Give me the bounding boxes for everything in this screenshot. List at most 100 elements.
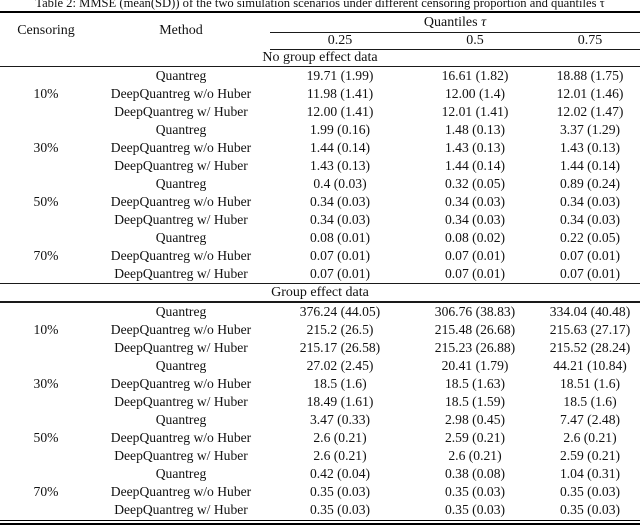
cell-value: 215.23 (26.88) bbox=[434, 340, 516, 355]
table-row: 50% DeepQuantreg w/o Huber 2.6 (0.21) 2.59 … bbox=[0, 429, 640, 447]
header-censoring: Censoring bbox=[0, 11, 92, 50]
table-row: Quantreg 27.02 (2.45) 20.41 (1.79) 44.21 (1… bbox=[0, 357, 640, 375]
cell-value: 20.41 (1.79) bbox=[441, 358, 509, 373]
cell-value: 0.07 (0.01) bbox=[444, 248, 506, 263]
cell-value: 215.63 (27.17) bbox=[549, 322, 631, 337]
cell-censoring: 70% bbox=[33, 484, 59, 499]
cell-value: 215.17 (26.58) bbox=[299, 340, 381, 355]
cell-value: 12.02 (1.47) bbox=[556, 104, 624, 119]
cell-value: 1.43 (0.13) bbox=[309, 158, 371, 173]
cell-method: DeepQuantreg w/ Huber bbox=[114, 502, 248, 517]
cell-value: 0.34 (0.03) bbox=[444, 212, 506, 227]
cell-value: 12.00 (1.4) bbox=[444, 86, 506, 101]
cell-censoring bbox=[0, 175, 92, 193]
cell-censoring: 70% bbox=[33, 248, 59, 263]
table-row: Quantreg 0.4 (0.03) 0.32 (0.05) 0.89 (0.24) bbox=[0, 175, 640, 193]
cell-value: 0.35 (0.03) bbox=[559, 484, 621, 499]
cell-censoring: 10% bbox=[33, 86, 59, 101]
table-row: 70% DeepQuantreg w/o Huber 0.07 (0.01) 0.07… bbox=[0, 247, 640, 265]
tau-symbol: τ bbox=[481, 14, 487, 30]
section-header-row: No group effect data bbox=[0, 49, 640, 67]
cell-censoring bbox=[0, 393, 92, 411]
cell-value: 16.61 (1.82) bbox=[441, 68, 509, 83]
table-header: Censoring Method Quantiles τ 0.25 0.5 0.… bbox=[0, 11, 640, 50]
cell-method: DeepQuantreg w/ Huber bbox=[114, 212, 248, 227]
cell-value: 1.44 (0.14) bbox=[309, 140, 371, 155]
table-row: 30% DeepQuantreg w/o Huber 18.5 (1.6) 18.5 … bbox=[0, 375, 640, 393]
cell-value: 2.6 (0.21) bbox=[448, 448, 502, 463]
cell-value: 27.02 (2.45) bbox=[306, 358, 374, 373]
cell-censoring bbox=[0, 211, 92, 229]
cell-method: Quantreg bbox=[155, 358, 207, 373]
table-row: 50% DeepQuantreg w/o Huber 0.34 (0.03) 0.34… bbox=[0, 193, 640, 211]
cell-method: Quantreg bbox=[155, 304, 207, 319]
cell-value: 0.07 (0.01) bbox=[559, 248, 621, 263]
cell-value: 215.48 (26.68) bbox=[434, 322, 516, 337]
table-caption: Table 2: MMSE (mean(SD)) of the two simu… bbox=[0, 0, 640, 11]
cell-method: DeepQuantreg w/ Huber bbox=[114, 394, 248, 409]
cell-method: Quantreg bbox=[155, 176, 207, 191]
cell-value: 12.01 (1.41) bbox=[441, 104, 509, 119]
cell-value: 1.48 (0.13) bbox=[444, 122, 506, 137]
cell-censoring bbox=[0, 103, 92, 121]
table-row: 10% DeepQuantreg w/o Huber 215.2 (26.5) 215… bbox=[0, 321, 640, 339]
cell-value: 0.34 (0.03) bbox=[444, 194, 506, 209]
table-bottom-rule bbox=[0, 520, 640, 525]
cell-censoring bbox=[0, 501, 92, 519]
cell-method: Quantreg bbox=[155, 68, 207, 83]
cell-value: 11.98 (1.41) bbox=[306, 86, 374, 101]
header-row-taus: 0.25 0.5 0.75 bbox=[0, 32, 640, 50]
table-row: Quantreg 19.71 (1.99) 16.61 (1.82) 18.88 (1… bbox=[0, 67, 640, 86]
table-row: DeepQuantreg w/ Huber 2.6 (0.21) 2.6 (0.21… bbox=[0, 447, 640, 465]
cell-value: 0.35 (0.03) bbox=[444, 502, 506, 517]
table-row: DeepQuantreg w/ Huber 18.49 (1.61) 18.5 (1… bbox=[0, 393, 640, 411]
cell-method: DeepQuantreg w/ Huber bbox=[114, 266, 248, 281]
cell-method: Quantreg bbox=[155, 466, 207, 481]
cell-value: 12.01 (1.46) bbox=[556, 86, 624, 101]
table-row: Quantreg 376.24 (44.05) 306.76 (38.83) 334.… bbox=[0, 302, 640, 321]
cell-value: 0.07 (0.01) bbox=[309, 248, 371, 263]
section-group-effect: Group effect data bbox=[0, 283, 640, 303]
section-label: Group effect data bbox=[0, 283, 640, 303]
cell-value: 18.88 (1.75) bbox=[556, 68, 624, 83]
section-no-group-effect-data: Quantreg 19.71 (1.99) 16.61 (1.82) 18.88 (1… bbox=[0, 67, 640, 284]
table-row: DeepQuantreg w/ Huber 0.34 (0.03) 0.34 (0.… bbox=[0, 211, 640, 229]
cell-method: DeepQuantreg w/ Huber bbox=[114, 104, 248, 119]
cell-censoring bbox=[0, 339, 92, 357]
cell-value: 0.08 (0.02) bbox=[444, 230, 506, 245]
cell-value: 0.89 (0.24) bbox=[559, 176, 621, 191]
cell-censoring bbox=[0, 357, 92, 375]
cell-method: Quantreg bbox=[155, 412, 207, 427]
cell-method: DeepQuantreg w/o Huber bbox=[110, 248, 252, 263]
cell-value: 0.42 (0.04) bbox=[309, 466, 371, 481]
cell-censoring bbox=[0, 229, 92, 247]
cell-censoring bbox=[0, 302, 92, 321]
table-row: Quantreg 1.99 (0.16) 1.48 (0.13) 3.37 (1.29… bbox=[0, 121, 640, 139]
header-tau-05: 0.5 bbox=[410, 32, 540, 50]
cell-value: 0.08 (0.01) bbox=[309, 230, 371, 245]
header-tau-075: 0.75 bbox=[540, 32, 640, 50]
cell-method: DeepQuantreg w/o Huber bbox=[110, 376, 252, 391]
header-row-top: Censoring Method Quantiles τ bbox=[0, 11, 640, 50]
table-row: Quantreg 3.47 (0.33) 2.98 (0.45) 7.47 (2.48… bbox=[0, 411, 640, 429]
table-row: DeepQuantreg w/ Huber 0.07 (0.01) 0.07 (0.… bbox=[0, 265, 640, 284]
cell-method: Quantreg bbox=[155, 230, 207, 245]
table-row: DeepQuantreg w/ Huber 1.43 (0.13) 1.44 (0.… bbox=[0, 157, 640, 175]
cell-censoring bbox=[0, 447, 92, 465]
table-row: Quantreg 0.08 (0.01) 0.08 (0.02) 0.22 (0.05… bbox=[0, 229, 640, 247]
cell-value: 0.32 (0.05) bbox=[444, 176, 506, 191]
cell-value: 0.38 (0.08) bbox=[444, 466, 506, 481]
header-method: Method bbox=[92, 11, 270, 50]
cell-value: 215.52 (28.24) bbox=[549, 340, 631, 355]
cell-value: 18.5 (1.6) bbox=[313, 376, 367, 391]
section-no-group-effect: No group effect data bbox=[0, 49, 640, 67]
cell-value: 306.76 (38.83) bbox=[434, 304, 516, 319]
cell-value: 1.44 (0.14) bbox=[444, 158, 506, 173]
cell-value: 18.5 (1.63) bbox=[444, 376, 506, 391]
cell-method: DeepQuantreg w/ Huber bbox=[114, 448, 248, 463]
cell-value: 18.5 (1.6) bbox=[563, 394, 617, 409]
cell-censoring bbox=[0, 157, 92, 175]
cell-value: 7.47 (2.48) bbox=[559, 412, 621, 427]
cell-value: 0.07 (0.01) bbox=[559, 266, 621, 281]
